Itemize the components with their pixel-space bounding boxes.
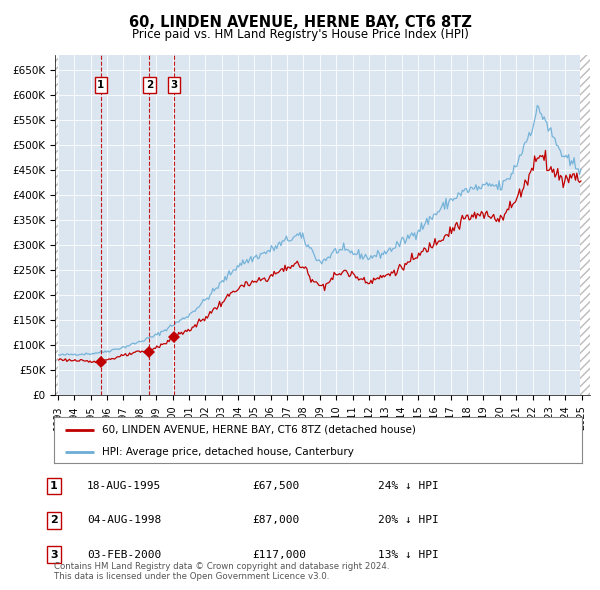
Text: 18-AUG-1995: 18-AUG-1995 <box>87 481 161 491</box>
Text: 20% ↓ HPI: 20% ↓ HPI <box>378 516 439 525</box>
Text: 60, LINDEN AVENUE, HERNE BAY, CT6 8TZ: 60, LINDEN AVENUE, HERNE BAY, CT6 8TZ <box>128 15 472 30</box>
Text: 03-FEB-2000: 03-FEB-2000 <box>87 550 161 559</box>
Bar <box>580 55 590 395</box>
Text: £117,000: £117,000 <box>252 550 306 559</box>
Text: 2: 2 <box>50 516 58 525</box>
Text: 1: 1 <box>50 481 58 491</box>
Text: £67,500: £67,500 <box>252 481 299 491</box>
Text: 13% ↓ HPI: 13% ↓ HPI <box>378 550 439 559</box>
Text: Price paid vs. HM Land Registry's House Price Index (HPI): Price paid vs. HM Land Registry's House … <box>131 28 469 41</box>
Text: 1: 1 <box>97 80 104 90</box>
Text: Contains HM Land Registry data © Crown copyright and database right 2024.: Contains HM Land Registry data © Crown c… <box>54 562 389 571</box>
Text: £87,000: £87,000 <box>252 516 299 525</box>
Text: HPI: Average price, detached house, Canterbury: HPI: Average price, detached house, Cant… <box>101 447 353 457</box>
Bar <box>55 55 58 395</box>
Text: 60, LINDEN AVENUE, HERNE BAY, CT6 8TZ (detached house): 60, LINDEN AVENUE, HERNE BAY, CT6 8TZ (d… <box>101 425 415 435</box>
Text: 3: 3 <box>170 80 178 90</box>
Text: This data is licensed under the Open Government Licence v3.0.: This data is licensed under the Open Gov… <box>54 572 329 581</box>
Text: 04-AUG-1998: 04-AUG-1998 <box>87 516 161 525</box>
Text: 2: 2 <box>146 80 153 90</box>
Text: 24% ↓ HPI: 24% ↓ HPI <box>378 481 439 491</box>
Text: 3: 3 <box>50 550 58 559</box>
